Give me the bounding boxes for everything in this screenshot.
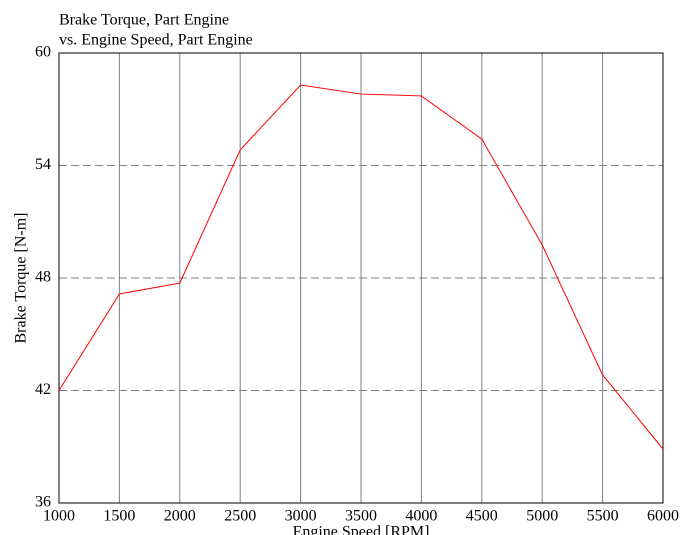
x-tick-label: 5000 <box>526 508 558 525</box>
chart-title: Brake Torque, Part Engine <box>59 12 229 29</box>
y-tick-label: 42 <box>35 381 51 398</box>
x-tick-label: 2500 <box>224 508 256 525</box>
x-tick-label: 1500 <box>103 508 135 525</box>
x-axis-label: Engine Speed [RPM] <box>293 524 430 535</box>
x-tick-label: 1000 <box>43 508 75 525</box>
data-line <box>58 84 664 450</box>
x-tick-label: 3000 <box>285 508 317 525</box>
y-tick-label: 36 <box>35 494 51 511</box>
y-tick-label: 54 <box>35 156 51 173</box>
y-axis-label: Brake Torque [N-m] <box>13 213 30 344</box>
x-tick-label: 6000 <box>647 508 679 525</box>
x-tick-label: 4000 <box>405 508 437 525</box>
plot-frame <box>58 52 664 504</box>
x-tick-label: 5500 <box>587 508 619 525</box>
y-tick-label: 48 <box>35 269 51 286</box>
chart-subtitle: vs. Engine Speed, Part Engine <box>59 32 253 49</box>
x-tick-label: 2000 <box>164 508 196 525</box>
x-tick-label: 4500 <box>466 508 498 525</box>
x-tick-label: 3500 <box>345 508 377 525</box>
y-tick-label: 60 <box>35 44 51 61</box>
